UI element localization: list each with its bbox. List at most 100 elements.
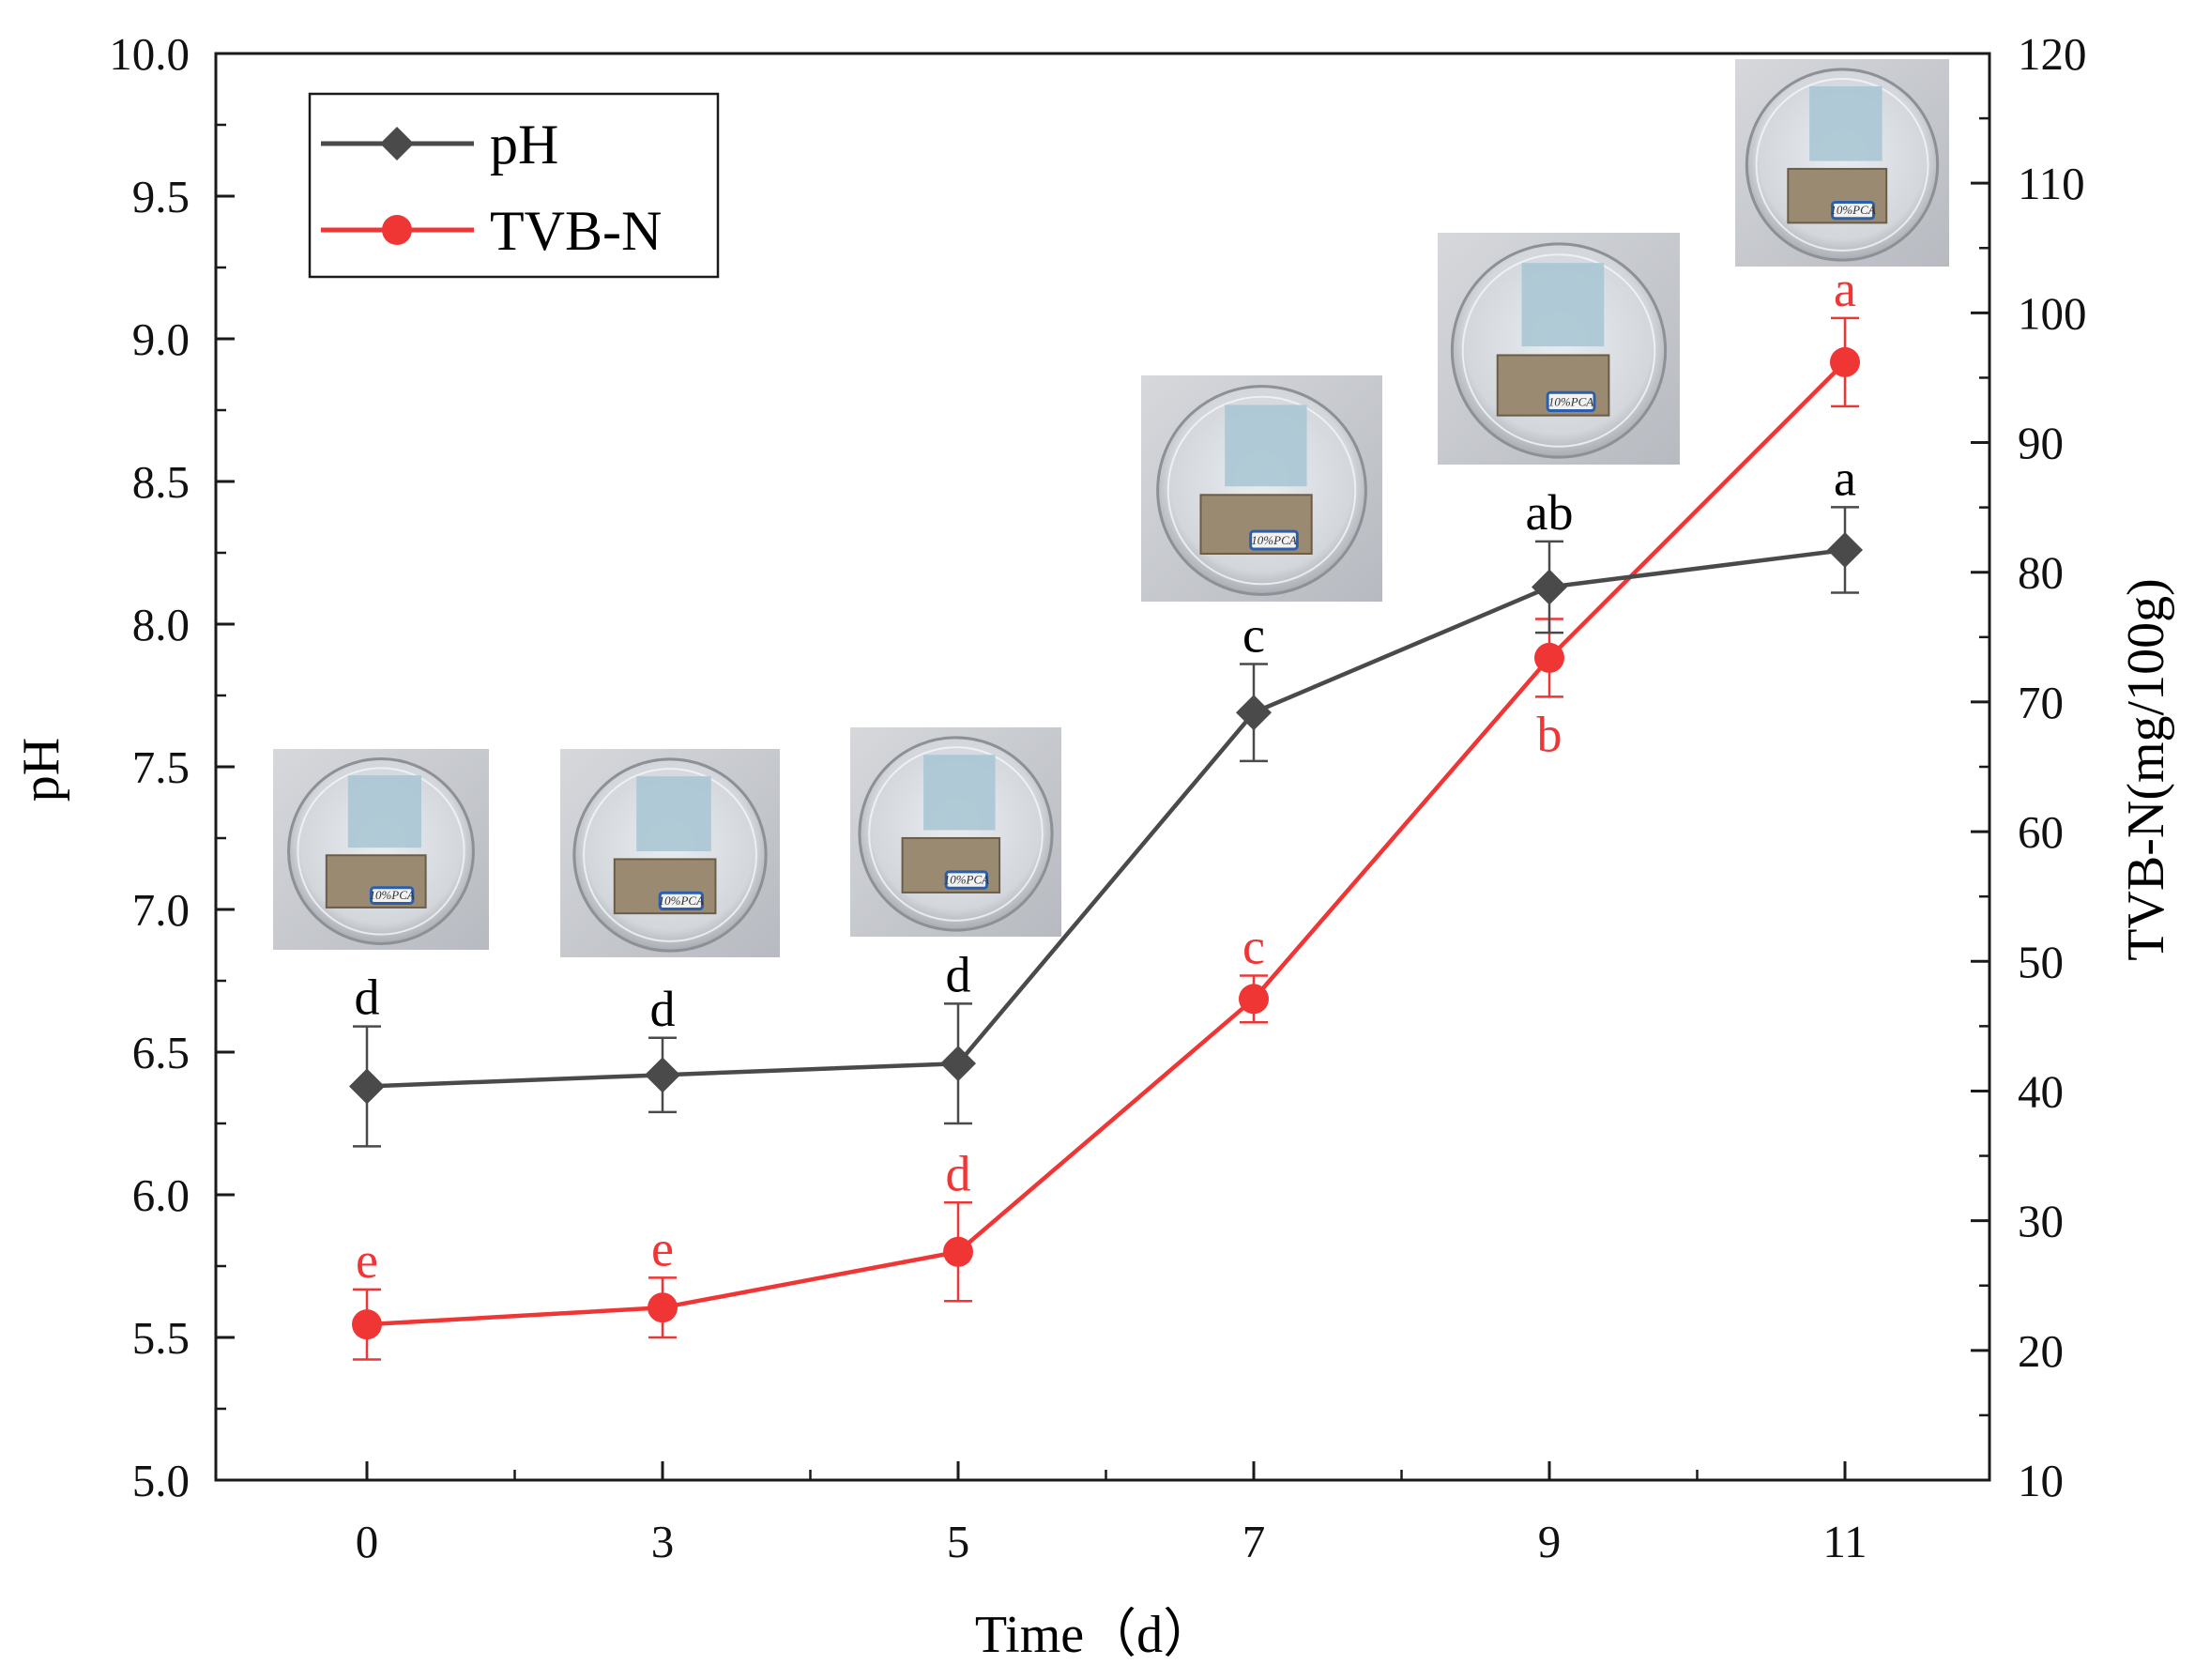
sample-tag bbox=[658, 891, 704, 911]
legend-box bbox=[308, 92, 720, 279]
sample-tag bbox=[369, 886, 415, 905]
inset-photo: 10%PCA bbox=[1438, 233, 1680, 465]
ph-significance-label: d bbox=[355, 970, 380, 1026]
x-tick-label: 11 bbox=[1822, 1516, 1867, 1567]
petri-dish-rim bbox=[1755, 78, 1929, 252]
x-axis-title: Time（d） bbox=[975, 1606, 1215, 1664]
tvbn-series: e e d c b a bbox=[352, 261, 1860, 1361]
y-tick-label: 10.0 bbox=[109, 28, 190, 80]
ph-significance-label: d bbox=[946, 946, 971, 1002]
petri-dish-rim bbox=[583, 768, 757, 942]
inset-photo: 10%PCA bbox=[850, 727, 1061, 937]
inset-photo: 10%PCA bbox=[560, 749, 780, 957]
ph-marker bbox=[1532, 569, 1567, 605]
indicator-film bbox=[1521, 263, 1605, 347]
indicator-film bbox=[1225, 405, 1307, 487]
y2-tick-label: 70 bbox=[2018, 677, 2064, 728]
y-tick-label: 7.0 bbox=[132, 884, 190, 936]
inset-photo: 10%PCA bbox=[1735, 59, 1949, 267]
x-tick-label: 7 bbox=[1242, 1516, 1266, 1567]
ph-significance-label: ab bbox=[1526, 484, 1574, 541]
indicator-film bbox=[923, 755, 996, 831]
tvbn-significance-label: c bbox=[1242, 918, 1265, 974]
legend: pH TVB-N bbox=[308, 92, 720, 279]
sample-tag bbox=[1249, 529, 1299, 551]
x-tick-label: 9 bbox=[1538, 1516, 1562, 1567]
y-tick-label: 9.5 bbox=[132, 171, 190, 222]
sample-tag-label: 10%PCA bbox=[1548, 394, 1593, 408]
ph-marker bbox=[349, 1068, 385, 1105]
tvbn-marker bbox=[352, 1309, 382, 1340]
y-tick-label: 9.0 bbox=[132, 313, 190, 365]
indicator-film bbox=[1809, 85, 1883, 161]
petri-dish-rim bbox=[1166, 395, 1357, 586]
tvbn-significance-label: a bbox=[1834, 261, 1856, 317]
y2-tick-label: 20 bbox=[2018, 1325, 2064, 1377]
legend-ph-marker bbox=[380, 127, 414, 160]
y2-tick-label: 120 bbox=[2018, 28, 2087, 80]
y-tick-label: 8.0 bbox=[132, 599, 190, 650]
tvbn-marker bbox=[1830, 346, 1860, 377]
legend-tvbn-label: TVB-N bbox=[490, 200, 662, 262]
petri-dish-rim bbox=[868, 746, 1044, 922]
tvbn-marker bbox=[943, 1236, 973, 1267]
y2-tick-label: 10 bbox=[2018, 1455, 2064, 1506]
tvbn-marker bbox=[1534, 642, 1564, 673]
sample-tag bbox=[1546, 390, 1596, 413]
y-tick-label: 6.5 bbox=[132, 1027, 190, 1078]
ph-marker bbox=[1827, 531, 1863, 568]
tvbn-line bbox=[366, 360, 1847, 1327]
y-axis-title: pH bbox=[12, 738, 70, 802]
y-tick-label: 8.5 bbox=[132, 456, 190, 508]
tvbn-significance-label: e bbox=[356, 1232, 378, 1289]
series-layer: e e d c b a d d d c ab a bbox=[349, 261, 1863, 1361]
tvbn-marker bbox=[1239, 984, 1269, 1015]
sample-tag-label: 10%PCA bbox=[369, 888, 414, 902]
y-tick-label: 7.5 bbox=[132, 741, 190, 793]
y2-tick-label: 60 bbox=[2018, 806, 2064, 858]
sample-tag-label: 10%PCA bbox=[1251, 533, 1296, 547]
ph-significance-label: c bbox=[1242, 607, 1265, 664]
petri-dish-rim bbox=[1461, 253, 1656, 448]
y-tick-label: 5.0 bbox=[132, 1455, 190, 1506]
sample-tag bbox=[944, 870, 989, 890]
tvbn-significance-label: d bbox=[946, 1145, 971, 1201]
legend-tvbn-marker bbox=[382, 215, 412, 245]
y2-tick-label: 30 bbox=[2018, 1196, 2064, 1247]
indicator-film bbox=[347, 775, 422, 848]
ph-significance-label: a bbox=[1834, 450, 1856, 506]
sample-tag-label: 10%PCA bbox=[1830, 203, 1875, 217]
tvbn-significance-label: e bbox=[651, 1220, 674, 1276]
sample-tag-label: 10%PCA bbox=[944, 873, 989, 887]
ph-marker bbox=[940, 1046, 976, 1082]
axes: 5.05.56.06.57.07.58.08.59.09.510.0102030… bbox=[109, 28, 2086, 1567]
petri-dish-rim bbox=[297, 767, 465, 936]
inset-photo: 10%PCA bbox=[1141, 375, 1382, 602]
y2-tick-label: 40 bbox=[2018, 1065, 2064, 1117]
sample-tag bbox=[1831, 201, 1876, 221]
ph-marker bbox=[645, 1057, 680, 1093]
tvbn-significance-label: b bbox=[1537, 706, 1562, 762]
indicator-film bbox=[636, 776, 711, 852]
ph-significance-label: d bbox=[650, 981, 676, 1037]
y2-tick-label: 90 bbox=[2018, 418, 2064, 469]
x-tick-label: 3 bbox=[651, 1516, 675, 1567]
ph-line bbox=[366, 547, 1846, 1089]
y2-tick-label: 100 bbox=[2018, 287, 2087, 339]
x-tick-label: 5 bbox=[947, 1516, 970, 1567]
inset-photos: 10%PCA 10%PCA 10%PCA 10%PCA 10%PCA 10%PCA bbox=[273, 59, 1949, 957]
y2-tick-label: 50 bbox=[2018, 936, 2064, 987]
legend-ph-label: pH bbox=[490, 114, 558, 176]
y2-tick-label: 80 bbox=[2018, 547, 2064, 599]
y-tick-label: 5.5 bbox=[132, 1312, 190, 1364]
x-tick-label: 0 bbox=[356, 1516, 379, 1567]
y2-axis-title: TVB-N(mg/100g) bbox=[2117, 578, 2175, 961]
sample-tag-label: 10%PCA bbox=[659, 893, 704, 908]
y-tick-label: 6.0 bbox=[132, 1169, 190, 1221]
y2-tick-label: 110 bbox=[2018, 158, 2085, 209]
ph-series: d d d c ab a bbox=[349, 450, 1863, 1148]
tvbn-marker bbox=[648, 1292, 678, 1323]
inset-photo: 10%PCA bbox=[273, 749, 489, 950]
ph-marker bbox=[1236, 695, 1272, 731]
